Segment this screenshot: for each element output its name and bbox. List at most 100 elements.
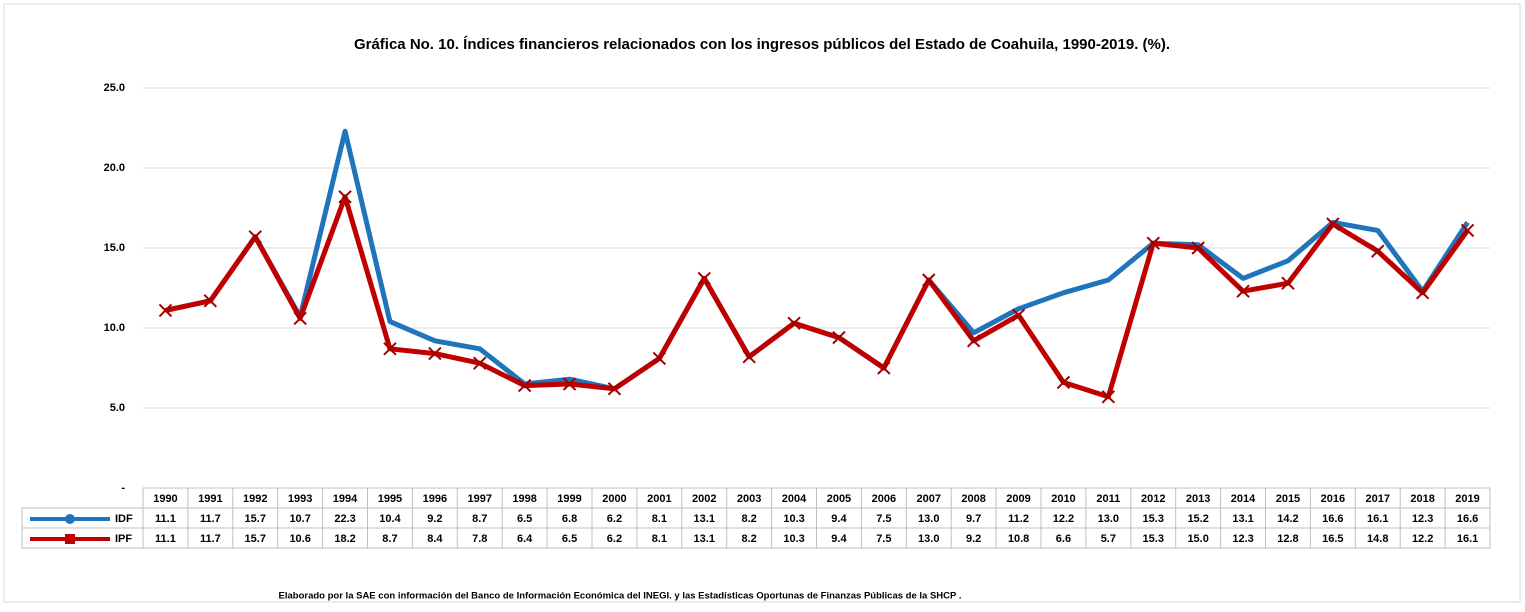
table-value: 13.1 bbox=[1232, 513, 1253, 525]
x-tick-label: 1992 bbox=[243, 493, 267, 505]
table-value: 12.8 bbox=[1277, 533, 1298, 545]
point-marker bbox=[1281, 276, 1295, 290]
table-value: 16.5 bbox=[1322, 533, 1343, 545]
table-value: 15.3 bbox=[1143, 513, 1164, 525]
table-value: 13.1 bbox=[694, 533, 715, 545]
x-tick-label: 2002 bbox=[692, 493, 716, 505]
legend-marker bbox=[65, 534, 75, 544]
point-marker bbox=[1371, 244, 1385, 258]
point-marker bbox=[1101, 390, 1116, 404]
x-tick-label: 1994 bbox=[333, 493, 358, 505]
table-value: 11.1 bbox=[155, 533, 176, 545]
point-marker bbox=[832, 330, 846, 345]
table-value: 16.6 bbox=[1322, 513, 1343, 525]
point-marker bbox=[652, 351, 667, 366]
legend-marker bbox=[65, 514, 75, 524]
x-tick-label: 2017 bbox=[1366, 493, 1390, 505]
x-tick-label: 2007 bbox=[917, 493, 941, 505]
x-tick-label: 1993 bbox=[288, 493, 312, 505]
table-value: 15.7 bbox=[245, 513, 266, 525]
point-marker bbox=[1460, 223, 1475, 238]
table-value: 10.8 bbox=[1008, 533, 1029, 545]
table-value: 16.6 bbox=[1457, 513, 1478, 525]
y-tick-label: 20.0 bbox=[104, 162, 125, 174]
x-tick-label: 2015 bbox=[1276, 493, 1300, 505]
x-tick-label: 2005 bbox=[827, 493, 851, 505]
footnote: Elaborado por la SAE con información del… bbox=[279, 591, 962, 602]
table-value: 14.8 bbox=[1367, 533, 1388, 545]
point-marker bbox=[1191, 241, 1205, 255]
table-value: 15.0 bbox=[1187, 533, 1208, 545]
x-tick-label: 2006 bbox=[872, 493, 896, 505]
point-marker bbox=[742, 350, 756, 364]
point-marker bbox=[293, 311, 307, 326]
series-line bbox=[164, 194, 1470, 400]
table-value: 12.2 bbox=[1053, 513, 1074, 525]
point-marker bbox=[697, 271, 711, 286]
table-value: 8.7 bbox=[472, 513, 487, 525]
x-tick-label: 2016 bbox=[1321, 493, 1345, 505]
table-value: 15.2 bbox=[1187, 513, 1208, 525]
table-value: 10.7 bbox=[289, 513, 310, 525]
point-marker bbox=[203, 294, 218, 308]
point-marker bbox=[787, 316, 801, 330]
point-marker bbox=[877, 361, 891, 375]
table-value: 11.7 bbox=[200, 513, 221, 525]
table-value: 6.8 bbox=[562, 513, 577, 525]
x-tick-label: 2003 bbox=[737, 493, 761, 505]
table-value: 10.3 bbox=[783, 513, 804, 525]
table-value: 13.0 bbox=[918, 533, 939, 545]
point-marker bbox=[1056, 375, 1071, 390]
table-value: 15.3 bbox=[1143, 533, 1164, 545]
x-tick-label: 2009 bbox=[1006, 493, 1030, 505]
x-tick-label: 2000 bbox=[602, 493, 626, 505]
x-tick-label: 2013 bbox=[1186, 493, 1210, 505]
table-value: 9.2 bbox=[966, 533, 981, 545]
legend-label: IPF bbox=[115, 533, 132, 545]
table-value: 12.3 bbox=[1232, 533, 1253, 545]
x-tick-label: 1990 bbox=[153, 493, 177, 505]
table-value: 11.2 bbox=[1008, 513, 1029, 525]
x-tick-label: 1999 bbox=[557, 493, 581, 505]
table-value: 8.1 bbox=[652, 513, 667, 525]
x-tick-label: 2011 bbox=[1096, 493, 1120, 505]
point-marker bbox=[922, 273, 936, 287]
x-tick-label: 1995 bbox=[378, 493, 402, 505]
point-marker bbox=[562, 377, 577, 391]
x-tick-label: 2018 bbox=[1410, 493, 1434, 505]
point-marker bbox=[607, 382, 622, 396]
table-value: 12.3 bbox=[1412, 513, 1433, 525]
point-marker bbox=[1146, 236, 1160, 250]
x-tick-label: 1991 bbox=[198, 493, 222, 505]
point-marker bbox=[1326, 217, 1340, 231]
table-value: 10.3 bbox=[783, 533, 804, 545]
x-tick-label: 1997 bbox=[468, 493, 492, 505]
table-value: 6.6 bbox=[1056, 533, 1071, 545]
point-marker bbox=[473, 356, 487, 370]
table-value: 8.7 bbox=[382, 533, 397, 545]
table-value: 15.7 bbox=[245, 533, 266, 545]
table-value: 6.2 bbox=[607, 513, 622, 525]
point-marker bbox=[517, 378, 532, 393]
table-value: 7.5 bbox=[876, 533, 891, 545]
point-marker bbox=[338, 190, 352, 204]
y-tick-label: 25.0 bbox=[104, 82, 125, 94]
legend-label: IDF bbox=[115, 513, 133, 525]
y-tick-label: - bbox=[121, 482, 125, 494]
table-value: 7.5 bbox=[876, 513, 891, 525]
table-value: 5.7 bbox=[1101, 533, 1116, 545]
table-value: 13.1 bbox=[694, 513, 715, 525]
table-value: 9.4 bbox=[831, 533, 847, 545]
table-value: 8.4 bbox=[427, 533, 443, 545]
table-value: 7.8 bbox=[472, 533, 487, 545]
table-value: 11.1 bbox=[155, 513, 176, 525]
table-value: 9.4 bbox=[831, 513, 847, 525]
point-marker bbox=[158, 303, 173, 318]
table-value: 16.1 bbox=[1367, 513, 1388, 525]
point-marker bbox=[1415, 286, 1430, 300]
point-marker bbox=[248, 230, 262, 244]
point-marker bbox=[1236, 284, 1250, 298]
y-tick-label: 15.0 bbox=[104, 242, 125, 254]
y-tick-label: 10.0 bbox=[104, 322, 125, 334]
